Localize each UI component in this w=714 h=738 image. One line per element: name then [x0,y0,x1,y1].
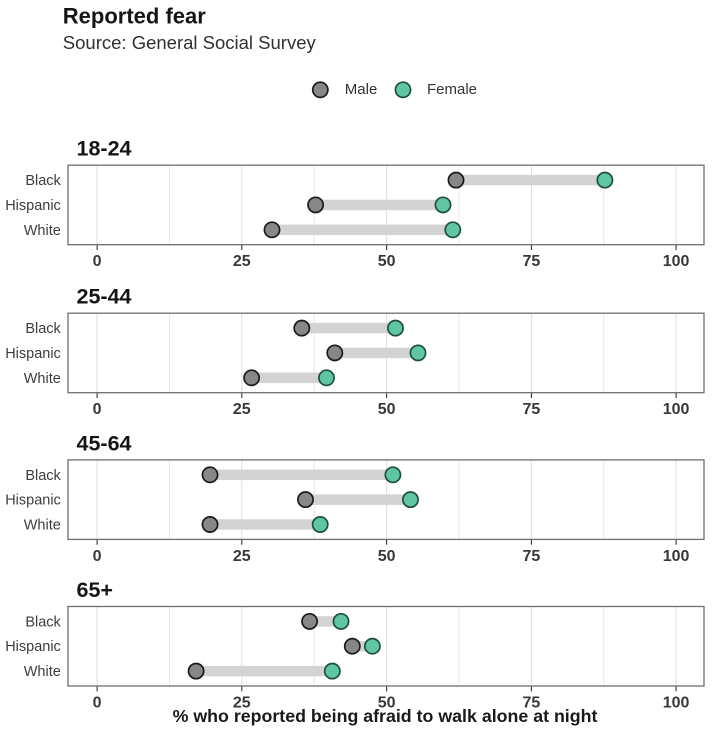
svg-text:0: 0 [93,401,102,418]
svg-text:50: 50 [378,548,396,565]
svg-text:Reported fear: Reported fear [63,3,206,28]
svg-text:100: 100 [663,548,690,565]
svg-text:25-44: 25-44 [77,285,132,309]
svg-text:25: 25 [233,548,251,565]
svg-text:45-64: 45-64 [77,431,132,455]
svg-text:25: 25 [233,401,251,418]
svg-text:Hispanic: Hispanic [5,198,61,214]
svg-text:White: White [24,223,61,239]
svg-text:Black: Black [25,614,61,630]
svg-text:Black: Black [25,468,61,484]
svg-text:18-24: 18-24 [77,137,132,161]
svg-text:100: 100 [663,401,690,418]
svg-text:Female: Female [427,81,477,98]
svg-text:0: 0 [93,253,102,270]
svg-text:50: 50 [378,694,396,711]
svg-text:White: White [24,518,61,534]
svg-text:Male: Male [345,81,378,98]
svg-text:75: 75 [523,253,541,270]
svg-text:White: White [24,664,61,680]
svg-text:Black: Black [25,321,61,337]
svg-text:25: 25 [233,694,251,711]
svg-text:100: 100 [663,253,690,270]
svg-text:50: 50 [378,401,396,418]
svg-text:Hispanic: Hispanic [5,493,61,509]
svg-text:50: 50 [378,253,396,270]
svg-text:75: 75 [523,694,541,711]
svg-text:% who reported being afraid to: % who reported being afraid to walk alon… [173,706,598,726]
svg-text:0: 0 [93,548,102,565]
svg-text:75: 75 [523,548,541,565]
svg-text:65+: 65+ [77,578,113,602]
svg-text:Hispanic: Hispanic [5,346,61,362]
svg-text:0: 0 [93,694,102,711]
svg-text:Source: General Social Survey: Source: General Social Survey [63,32,317,53]
svg-text:Hispanic: Hispanic [5,639,61,655]
svg-text:Black: Black [25,173,61,189]
svg-text:25: 25 [233,253,251,270]
svg-text:White: White [24,371,61,387]
svg-text:75: 75 [523,401,541,418]
svg-text:100: 100 [663,694,690,711]
